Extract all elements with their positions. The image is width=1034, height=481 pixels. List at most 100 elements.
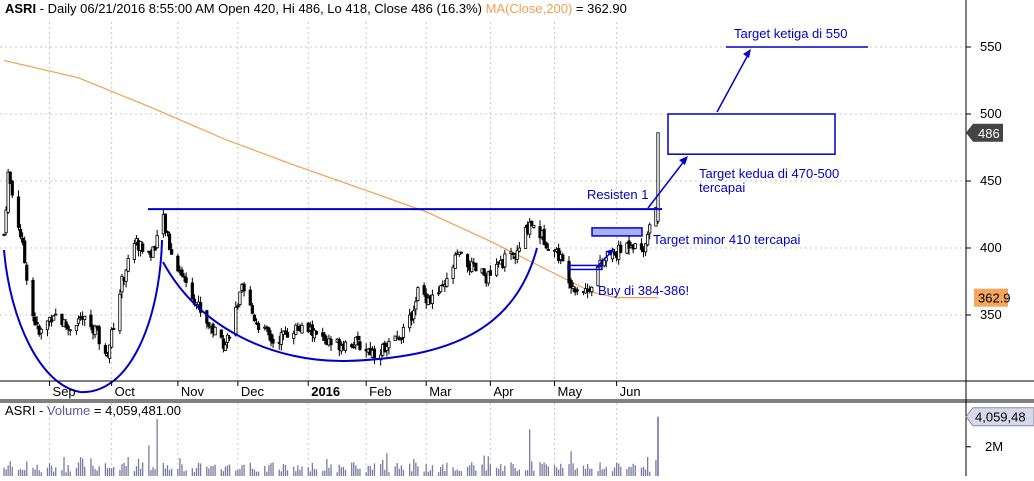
candle-body: [10, 180, 14, 196]
candle-body: [225, 334, 230, 343]
candle-body: [343, 341, 348, 351]
candle-body: [399, 337, 403, 340]
candle-body: [300, 324, 304, 334]
ma200-line: [3, 59, 659, 299]
candle-body: [184, 277, 188, 283]
candle-body: [269, 333, 273, 342]
candle-body: [4, 209, 8, 234]
candle-body: [470, 261, 474, 272]
candle-body: [23, 240, 27, 264]
candle-body: [205, 310, 209, 324]
candle-body: [153, 245, 157, 251]
candle-body: [437, 292, 441, 295]
candle-body: [110, 329, 114, 348]
target-second-label-line2: tercapai: [699, 180, 745, 195]
candle-body: [575, 289, 579, 292]
candle-body: [151, 246, 155, 258]
candle-body: [416, 287, 420, 301]
candle-body: [256, 322, 261, 331]
candle-body: [439, 285, 443, 293]
x-tick-label: Nov: [181, 384, 205, 399]
candle-body: [76, 318, 81, 324]
candle-body: [126, 258, 130, 272]
candle-body: [561, 254, 565, 262]
y-tick-label: 550: [980, 39, 1002, 54]
candle-body: [147, 250, 151, 253]
candle-body: [271, 338, 275, 344]
candle-body: [569, 280, 573, 288]
candle-body: [430, 294, 435, 304]
candle-body: [124, 269, 128, 282]
candle-body: [74, 325, 79, 332]
candle-body: [107, 344, 112, 359]
candle-body: [474, 262, 478, 272]
candle-body: [646, 234, 650, 246]
volume-value-badge: [965, 407, 1034, 427]
candle-body: [219, 329, 223, 338]
candle-body: [350, 344, 354, 347]
candle-body: [141, 243, 145, 252]
candle-body: [387, 341, 391, 349]
title-ma-label: MA(Close,200): [486, 1, 573, 16]
candle-body: [451, 266, 455, 279]
candle-body: [412, 310, 416, 320]
candle-body: [89, 314, 93, 328]
candle-body: [352, 346, 356, 349]
candle-body: [213, 326, 217, 336]
candle-body: [503, 253, 507, 268]
candle-body: [103, 345, 108, 354]
candle-body: [401, 326, 406, 338]
title-details: - Daily 06/21/2016 8:55:00 AM Open 420, …: [36, 1, 486, 16]
candle-body: [93, 325, 97, 336]
volume-y-tick-label: 2M: [985, 439, 1003, 454]
target-second-label-line1: Target kedua di 470-500: [699, 166, 839, 181]
candle-body: [83, 315, 87, 320]
candle-body: [619, 244, 623, 253]
candle-body: [35, 321, 39, 324]
ma-value-label: 362.9: [978, 291, 1011, 306]
candle-body: [395, 336, 399, 339]
volume-title-symbol: ASRI: [5, 403, 35, 418]
buy-arrow-head: [606, 249, 614, 256]
candle-body: [167, 233, 172, 251]
buy-zone-box: [567, 264, 603, 271]
candle-body: [60, 313, 64, 325]
chart-title: ASRI - Daily 06/21/2016 8:55:00 AM Open …: [5, 1, 627, 16]
last-price-badge: [966, 123, 1003, 142]
candle-body: [542, 228, 546, 245]
x-tick-label: Apr: [493, 384, 514, 399]
target-third-arrow-line: [716, 52, 750, 113]
candle-body: [155, 235, 159, 249]
x-tick-label: 2016: [311, 384, 340, 399]
candle-body: [530, 220, 534, 227]
x-tick-label: May: [558, 384, 583, 399]
candle-body: [54, 313, 58, 316]
candle-body: [45, 320, 50, 331]
candle-body: [248, 289, 252, 306]
y-tick-label: 400: [980, 240, 1002, 255]
candle-body: [488, 270, 492, 276]
candle-body: [546, 249, 550, 251]
candle-body: [408, 314, 412, 329]
x-tick-label: Sep: [53, 384, 76, 399]
resistance-label: Resisten 1: [587, 187, 648, 202]
candle-body: [170, 249, 174, 255]
candle-body: [296, 326, 300, 331]
candle-body: [132, 243, 136, 260]
candle-body: [221, 338, 225, 349]
candle-body: [8, 171, 12, 184]
volume-value-label: 4,059,48: [975, 410, 1026, 425]
target-minor-box: [591, 227, 643, 237]
volume-title: ASRI - Volume = 4,059,481.00: [5, 403, 181, 418]
candle-body: [648, 224, 652, 234]
cup-right-arc: [162, 247, 538, 363]
candle-body: [182, 275, 186, 278]
candle-body: [252, 314, 257, 322]
target-box-arrow-head: [679, 156, 688, 165]
candle-body: [337, 338, 341, 351]
candle-body: [112, 328, 116, 330]
candle-body: [627, 240, 631, 249]
candle-body: [2, 233, 6, 236]
candle-body: [465, 254, 470, 268]
